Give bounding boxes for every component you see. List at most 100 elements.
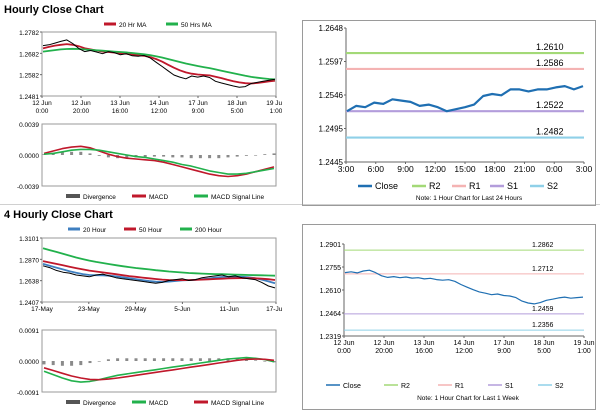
divergence-bar	[60, 361, 64, 366]
x-tick-label: 3:00	[576, 164, 593, 174]
x-tick-label: 12:00	[151, 108, 168, 115]
legend-label-close: Close	[375, 181, 398, 191]
series-line-50-hour	[42, 260, 276, 281]
y-tick-label: -0.0039	[17, 184, 39, 191]
level-value-label-r1: 1.2712	[532, 266, 554, 273]
series-line-close	[42, 39, 276, 88]
x-tick-label: 21:00	[514, 164, 536, 174]
x-tick-label: 14 Jun	[149, 100, 169, 107]
divergence-bar	[180, 358, 184, 361]
y-tick-label: 1.2901	[320, 242, 342, 249]
plot-area	[41, 329, 277, 393]
x-tick-label: 16:00	[415, 348, 433, 355]
hourly-macd-chart: 0.0039 0.0000 -0.0039 Divergence MACD MACD Si…	[17, 122, 277, 201]
x-tick-label: 29-May	[125, 306, 147, 313]
x-tick-label: 20:00	[375, 348, 393, 355]
divergence-bar	[263, 154, 267, 155]
divergence-bar	[171, 155, 175, 158]
series-line-macd-signal-line	[43, 358, 275, 381]
series-line-macd	[43, 356, 275, 383]
divergence-bar	[42, 154, 46, 155]
divergence-bar	[226, 155, 230, 158]
x-tick-label: 9:00	[397, 164, 414, 174]
series-line-20-hr-ma	[42, 43, 276, 85]
divergence-bar	[162, 155, 166, 157]
y-tick-label: 1.2682	[19, 51, 39, 58]
legend-label-macd-signal-line: MACD Signal Line	[211, 400, 264, 407]
x-tick-label: 17-Jun	[266, 306, 282, 313]
hourly-close-chart-title: Hourly Close Chart	[4, 4, 104, 16]
legend-label-divergence: Divergence	[83, 400, 116, 407]
divergence-bar	[244, 155, 248, 156]
divergence-bar	[254, 360, 258, 361]
divergence-bar	[180, 155, 184, 158]
x-tick-label: 13 Jun	[110, 100, 130, 107]
x-tick-label: 12:00	[455, 348, 473, 355]
y-tick-label: 1.2870	[19, 257, 39, 264]
x-tick-label: 19 Jun	[573, 340, 594, 347]
legend-label-s2: S2	[555, 383, 564, 390]
y-tick-label: 1.2782	[19, 30, 39, 37]
divergence-bar	[143, 358, 147, 361]
x-tick-label: 19 Jun	[266, 100, 282, 107]
x-tick-label: 5:00	[231, 108, 244, 115]
series-line-20-hour	[42, 263, 276, 285]
x-tick-label: 0:00	[36, 108, 49, 115]
hourly-pivot-chart-frame	[302, 20, 596, 206]
divergence-bar	[42, 361, 46, 365]
x-tick-label: 5:00	[537, 348, 551, 355]
divergence-bar	[88, 361, 92, 364]
x-tick-label: 16:00	[112, 108, 129, 115]
divergence-bar	[116, 358, 120, 361]
level-value-label-r2: 1.2862	[532, 242, 554, 249]
divergence-bar	[60, 151, 64, 155]
x-tick-label: 6:00	[367, 164, 384, 174]
y-tick-label: 1.2582	[19, 73, 39, 80]
x-tick-label: 15:00	[454, 164, 476, 174]
divergence-bar	[134, 358, 138, 361]
divergence-bar	[125, 358, 129, 361]
y-tick-label: 1.2319	[320, 334, 342, 341]
divergence-bar	[217, 155, 221, 159]
x-tick-label: 0:00	[337, 348, 351, 355]
y-tick-label: 1.2610	[320, 288, 342, 295]
legend-label-s2: S2	[547, 181, 558, 191]
chart-note: Note: 1 Hour Chart for Last 24 Hours	[416, 195, 523, 202]
plot-area	[41, 123, 277, 187]
series-line-close	[344, 269, 584, 305]
divergence-bar	[208, 155, 212, 159]
y-tick-label: 0.0091	[19, 328, 39, 335]
divergence-bar	[70, 151, 74, 155]
divergence-bar	[79, 151, 83, 155]
divergence-bar	[88, 153, 92, 155]
level-value-label-r2: 1.2610	[536, 42, 564, 52]
legend-label-r2: R2	[429, 181, 441, 191]
y-tick-label: 1.2495	[319, 125, 344, 134]
x-tick-label: 12:00	[425, 164, 447, 174]
divergence-bar	[198, 358, 202, 361]
x-tick-label: 9:00	[497, 348, 511, 355]
divergence-bar	[263, 361, 267, 362]
series-line-close	[42, 265, 276, 289]
x-tick-label: 1:00	[270, 108, 282, 115]
y-tick-label: 1.2648	[319, 24, 344, 33]
divergence-bar	[162, 358, 166, 361]
series-line-200-hour	[42, 247, 276, 277]
four-hourly-pivot-chart-frame	[302, 224, 596, 410]
x-tick-label: 5-Jun	[174, 306, 191, 313]
legend-label-macd-signal-line: MACD Signal Line	[211, 194, 264, 201]
y-tick-label: 1.2638	[19, 279, 39, 286]
chart-note: Note: 1 Hour Chart for Last 1 Week	[417, 395, 520, 402]
four-hourly-close-chart-title: 4 Hourly Close Chart	[4, 209, 113, 221]
x-tick-label: 17 Jun	[493, 340, 514, 347]
legend-label-r1: R1	[455, 383, 464, 390]
divergence-bar	[272, 153, 276, 155]
divergence-bar	[244, 359, 248, 361]
divergence-bar	[152, 358, 156, 361]
x-tick-label: 12 Jun	[333, 340, 354, 347]
level-value-label-s2: 1.2356	[532, 322, 554, 329]
y-tick-label: 1.2755	[320, 265, 342, 272]
